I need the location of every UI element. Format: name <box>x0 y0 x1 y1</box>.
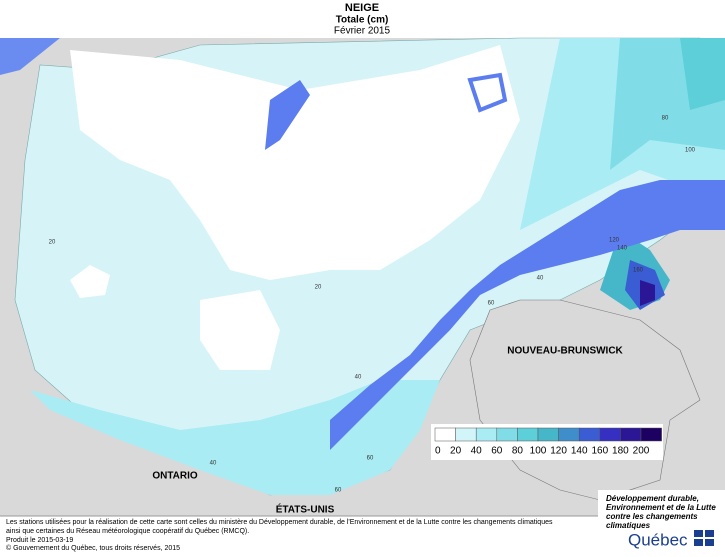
contour-label: 60 <box>367 456 374 462</box>
contour-label: 80 <box>662 116 669 122</box>
legend-swatch <box>475 427 498 442</box>
region-label: NOUVEAU-BRUNSWICK <box>507 346 623 357</box>
legend-tick-label: 20 <box>450 446 462 457</box>
region-label: ÉTATS-UNIS <box>276 503 335 516</box>
logo-box <box>598 490 725 552</box>
legend-tick-label: 200 <box>633 446 650 457</box>
legend-swatch <box>620 427 642 442</box>
legend-tick-label: 120 <box>550 446 567 457</box>
contour-label: 40 <box>537 276 544 282</box>
logo-name: Québec <box>628 530 688 549</box>
legend-swatch <box>558 427 580 442</box>
legend-swatch <box>434 427 456 442</box>
zone-0 <box>200 290 280 370</box>
footer-note: © Gouvernement du Québec, tous droits ré… <box>6 544 180 552</box>
legend-tick-label: 140 <box>571 446 588 457</box>
zone-80 <box>680 38 725 110</box>
legend-swatch <box>537 427 559 442</box>
legend-swatch <box>496 427 518 442</box>
legend-tick-label: 80 <box>512 446 524 457</box>
legend-swatch <box>599 427 621 442</box>
contour-label: 160 <box>633 268 644 274</box>
lake <box>265 80 310 150</box>
zone-180 <box>640 280 655 306</box>
legend-tick-label: 60 <box>491 446 503 457</box>
period: Février 2015 <box>334 26 391 37</box>
contour-label: 40 <box>355 375 362 381</box>
legend-tick-label: 160 <box>591 446 608 457</box>
legend-tick-label: 0 <box>435 446 441 457</box>
contour-label: 20 <box>49 240 56 246</box>
st-lawrence <box>330 180 725 450</box>
logo-ministry: climatiques <box>606 521 651 530</box>
legend-tick-label: 180 <box>612 446 629 457</box>
footer-note: ainsi que certaines du Réseau météorolog… <box>6 528 249 535</box>
logo-ministry: Développement durable, <box>606 494 699 503</box>
logo-ministry: contre les changements <box>606 512 698 521</box>
legend-swatch <box>517 427 539 442</box>
contour-label: 60 <box>488 301 495 307</box>
lake <box>467 72 508 113</box>
water <box>0 38 60 75</box>
zone-0 <box>70 265 110 298</box>
subtitle: Totale (cm) <box>336 15 389 26</box>
contour-label: 140 <box>617 246 628 252</box>
legend-swatch <box>455 427 477 442</box>
legend-swatch <box>640 427 662 442</box>
contour-label: 60 <box>335 488 342 494</box>
contour-label: 40 <box>210 461 217 467</box>
title: NEIGE <box>345 2 379 14</box>
zone-0 <box>70 45 520 280</box>
zone-40 <box>30 380 440 495</box>
legend-tick-label: 40 <box>471 446 483 457</box>
footer-note: Les stations utilisées pour la réalisati… <box>6 519 553 526</box>
logo-flag <box>694 530 714 546</box>
legend-tick-label: 100 <box>530 446 547 457</box>
contour-label: 120 <box>609 238 620 244</box>
contour-label: 100 <box>685 148 696 154</box>
legend-swatch <box>578 427 601 442</box>
footer-note: Produit le 2015-03-19 <box>6 537 73 544</box>
logo-ministry: Environnement et de la Lutte <box>606 503 716 512</box>
contour-label: 20 <box>315 285 322 291</box>
region-label: ONTARIO <box>152 471 198 482</box>
